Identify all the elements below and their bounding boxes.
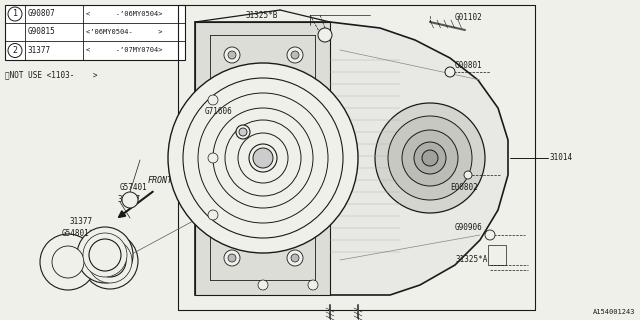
Circle shape xyxy=(77,227,133,283)
Circle shape xyxy=(287,250,303,266)
Circle shape xyxy=(40,234,96,290)
Text: G90807: G90807 xyxy=(28,10,56,19)
Circle shape xyxy=(208,95,218,105)
Bar xyxy=(5,5,185,60)
Circle shape xyxy=(168,63,358,253)
Circle shape xyxy=(94,245,126,277)
Text: 31325*B: 31325*B xyxy=(245,11,277,20)
Circle shape xyxy=(52,246,84,278)
Circle shape xyxy=(375,103,485,213)
Circle shape xyxy=(388,116,472,200)
Circle shape xyxy=(464,171,472,179)
Polygon shape xyxy=(195,22,508,295)
Text: G71606: G71606 xyxy=(205,108,233,116)
Circle shape xyxy=(485,230,495,240)
Text: G00801: G00801 xyxy=(455,60,483,69)
Text: 31377: 31377 xyxy=(28,46,51,55)
Circle shape xyxy=(414,142,446,174)
Polygon shape xyxy=(195,22,330,295)
Circle shape xyxy=(183,78,343,238)
Text: <      -’07MY0704>: < -’07MY0704> xyxy=(86,47,163,53)
Text: FRONT: FRONT xyxy=(148,176,173,185)
Circle shape xyxy=(208,153,218,163)
Text: G90815: G90815 xyxy=(28,28,56,36)
Circle shape xyxy=(318,28,332,42)
Text: G54801: G54801 xyxy=(62,229,90,238)
Text: <’06MY0504-      >: <’06MY0504- > xyxy=(86,29,163,35)
Text: ※NOT USE <1103-    >: ※NOT USE <1103- > xyxy=(5,70,97,79)
Circle shape xyxy=(253,148,273,168)
Text: G01102: G01102 xyxy=(455,13,483,22)
Text: 31325*A: 31325*A xyxy=(455,255,488,265)
Circle shape xyxy=(239,128,247,136)
Text: 2: 2 xyxy=(13,46,17,55)
Circle shape xyxy=(249,144,277,172)
Text: 2: 2 xyxy=(128,197,132,203)
Circle shape xyxy=(225,120,301,196)
Circle shape xyxy=(291,51,299,59)
Text: G90906: G90906 xyxy=(455,223,483,233)
Circle shape xyxy=(236,125,250,139)
Circle shape xyxy=(8,44,22,58)
Circle shape xyxy=(308,280,318,290)
Circle shape xyxy=(228,254,236,262)
Text: A154001243: A154001243 xyxy=(593,309,635,315)
Circle shape xyxy=(198,93,328,223)
Text: <      -’06MY0504>: < -’06MY0504> xyxy=(86,11,163,17)
Text: G57401: G57401 xyxy=(120,183,148,193)
Circle shape xyxy=(82,233,138,289)
Circle shape xyxy=(224,47,240,63)
Text: 31377: 31377 xyxy=(118,196,141,204)
Circle shape xyxy=(208,210,218,220)
Circle shape xyxy=(422,150,438,166)
Text: 1: 1 xyxy=(13,10,17,19)
Text: 31377: 31377 xyxy=(70,218,93,227)
Circle shape xyxy=(445,67,455,77)
Text: E00802: E00802 xyxy=(450,183,477,193)
Circle shape xyxy=(238,133,288,183)
Bar xyxy=(488,245,506,265)
Text: 31014: 31014 xyxy=(550,154,573,163)
Circle shape xyxy=(291,254,299,262)
Circle shape xyxy=(213,108,313,208)
Circle shape xyxy=(402,130,458,186)
Circle shape xyxy=(122,192,138,208)
Circle shape xyxy=(89,239,121,271)
Circle shape xyxy=(8,7,22,21)
Circle shape xyxy=(228,51,236,59)
Circle shape xyxy=(224,250,240,266)
Circle shape xyxy=(258,280,268,290)
Circle shape xyxy=(88,239,132,283)
Text: 1: 1 xyxy=(323,33,327,37)
Circle shape xyxy=(83,233,127,277)
Circle shape xyxy=(287,47,303,63)
